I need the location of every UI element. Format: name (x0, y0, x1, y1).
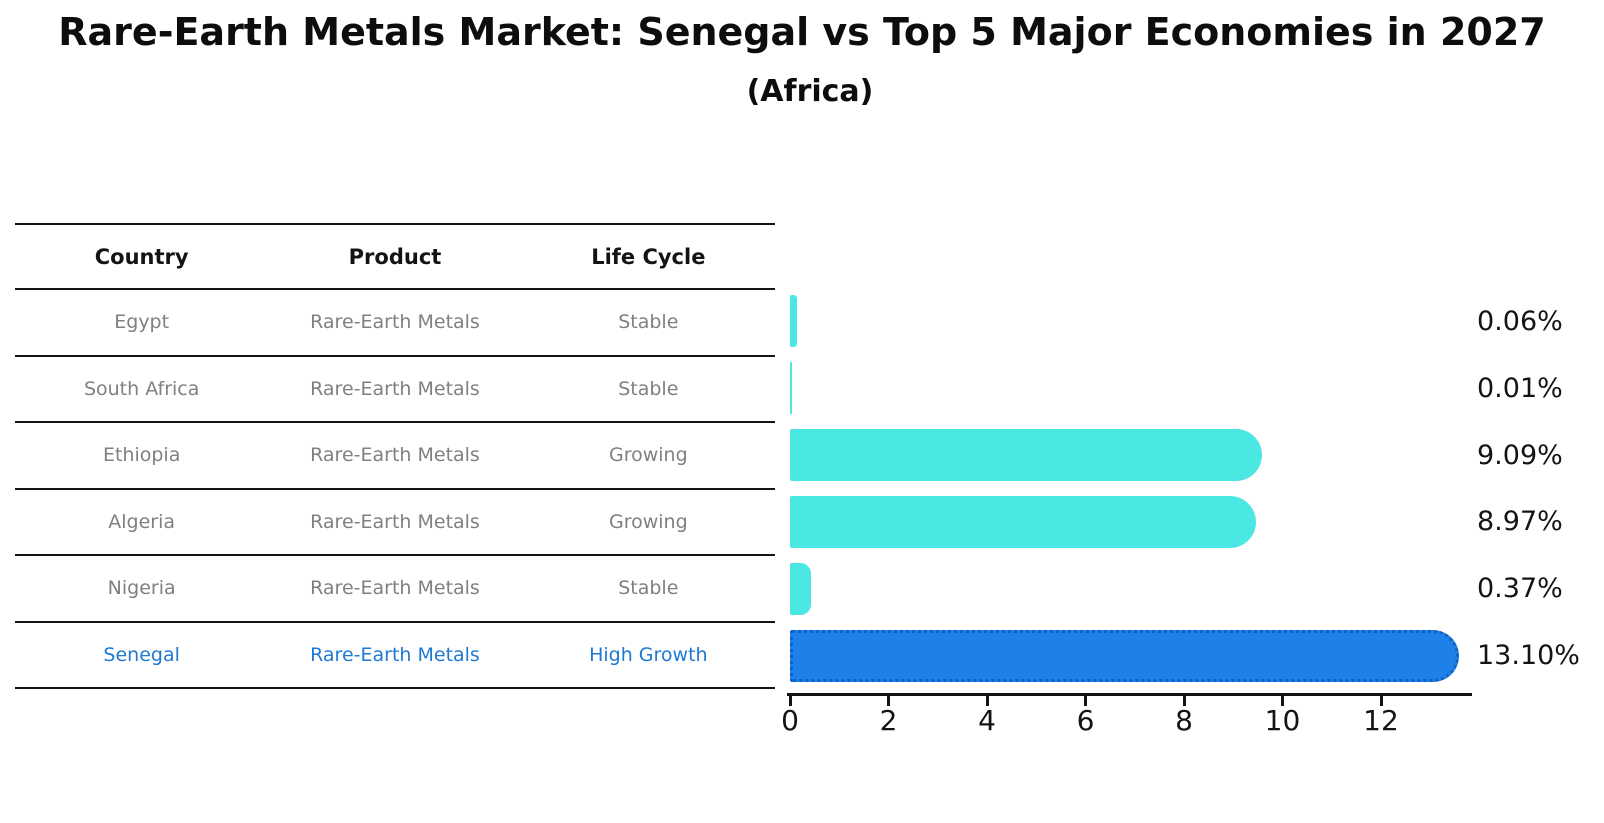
bar-senegal (790, 629, 1460, 682)
x-tick-mark (1379, 696, 1383, 706)
chart-title: Rare-Earth Metals Market: Senegal vs Top… (58, 10, 1546, 54)
table-row: South Africa Rare-Earth Metals Stable (15, 357, 775, 423)
cell-country: Senegal (103, 643, 180, 666)
bar-ethiopia (790, 429, 1262, 482)
bar-value-label: 0.01% (1477, 372, 1563, 404)
table-row: Ethiopia Rare-Earth Metals Growing (15, 423, 775, 490)
x-tick-label: 0 (781, 704, 799, 737)
col-header-product: Product (348, 244, 442, 269)
cell-life-cycle: Growing (608, 444, 688, 467)
x-tick-mark (1084, 696, 1087, 706)
cell-country: Egypt (114, 311, 170, 334)
bar-value-label: 0.06% (1477, 305, 1563, 337)
bar-value-label: 9.09% (1477, 439, 1563, 471)
x-tick-label: 12 (1363, 704, 1399, 737)
x-tick-mark (887, 696, 890, 706)
table-row: Algeria Rare-Earth Metals Growing (15, 490, 775, 556)
table-row: Senegal Rare-Earth Metals High Growth (15, 623, 775, 689)
bar-nigeria (790, 562, 812, 615)
table-header-row: Country Product Life Cycle (15, 225, 775, 290)
x-tick-label: 8 (1175, 704, 1193, 737)
x-tick-label: 4 (978, 704, 996, 737)
x-tick-label: 2 (879, 704, 898, 737)
cell-product: Rare-Earth Metals (310, 311, 480, 334)
bar-value-label: 8.97% (1477, 506, 1563, 538)
x-tick-label: 6 (1076, 704, 1095, 737)
bar-algeria (790, 495, 1256, 548)
cell-product: Rare-Earth Metals (310, 577, 480, 600)
table-row: Nigeria Rare-Earth Metals Stable (15, 556, 775, 623)
cell-country: Algeria (108, 510, 176, 533)
cell-country: Ethiopia (102, 444, 181, 467)
x-tick-label: 10 (1264, 704, 1301, 737)
cell-life-cycle: Growing (608, 510, 688, 533)
cell-life-cycle: Stable (618, 577, 679, 600)
bar-value-label: 0.37% (1477, 573, 1563, 605)
cell-product: Rare-Earth Metals (310, 444, 480, 467)
col-header-country: Country (94, 244, 189, 269)
cell-product: Rare-Earth Metals (310, 510, 480, 533)
cell-life-cycle: High Growth (589, 643, 708, 666)
cell-life-cycle: Stable (618, 311, 679, 334)
x-tick-mark (1281, 696, 1284, 706)
x-tick-mark (985, 696, 989, 706)
cell-country: Nigeria (107, 577, 176, 600)
chart-subtitle: (Africa) (746, 74, 874, 109)
bar-south-africa (790, 362, 792, 415)
cell-product: Rare-Earth Metals (310, 643, 480, 666)
bar-value-label: 13.10% (1477, 640, 1580, 672)
table-body: Egypt Rare-Earth Metals Stable South Africa… (15, 290, 775, 689)
bar-egypt (790, 295, 797, 348)
x-tick-mark (1182, 696, 1186, 706)
x-tick-mark (788, 696, 792, 706)
cell-country: South Africa (83, 377, 200, 400)
cell-product: Rare-Earth Metals (310, 377, 480, 400)
country-table: Country Product Life Cycle Egypt Rare-Ear… (15, 223, 775, 689)
x-axis-line (787, 693, 1472, 696)
col-header-life-cycle: Life Cycle (591, 244, 706, 269)
cell-life-cycle: Stable (618, 377, 679, 400)
table-row: Egypt Rare-Earth Metals Stable (15, 290, 775, 357)
